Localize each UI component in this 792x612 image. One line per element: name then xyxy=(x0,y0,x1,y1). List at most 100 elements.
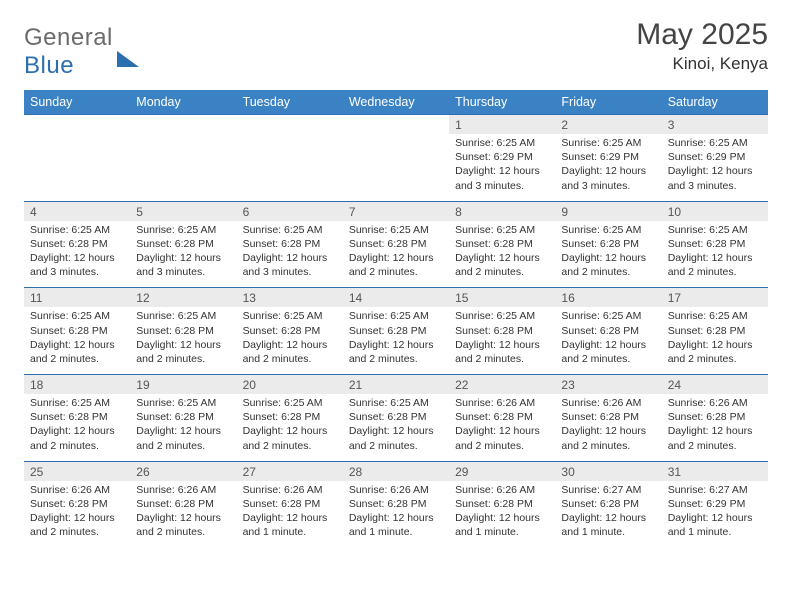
daylight-line: Daylight: 12 hours and 1 minute. xyxy=(561,512,646,538)
sunset-line: Sunset: 6:29 PM xyxy=(668,498,746,510)
sunrise-line: Sunrise: 6:25 AM xyxy=(136,397,216,409)
day-details-cell: Sunrise: 6:25 AMSunset: 6:28 PMDaylight:… xyxy=(343,394,449,461)
day-details-cell: Sunrise: 6:25 AMSunset: 6:29 PMDaylight:… xyxy=(662,134,768,201)
sunset-line: Sunset: 6:28 PM xyxy=(243,325,321,337)
calendar-page: General Blue May 2025 Kinoi, Kenya Sunda… xyxy=(0,0,792,547)
sunset-line: Sunset: 6:28 PM xyxy=(349,411,427,423)
day-details-cell: Sunrise: 6:25 AMSunset: 6:28 PMDaylight:… xyxy=(24,307,130,374)
day-number-cell xyxy=(343,115,449,135)
day-number-cell: 22 xyxy=(449,375,555,395)
day-details-cell: Sunrise: 6:25 AMSunset: 6:28 PMDaylight:… xyxy=(130,221,236,288)
daylight-line: Daylight: 12 hours and 3 minutes. xyxy=(30,252,115,278)
day-number-cell: 16 xyxy=(555,288,661,308)
daynum-row: 123 xyxy=(24,115,768,135)
details-row: Sunrise: 6:25 AM Sunset: 6:29 PM Daylight:… xyxy=(24,134,768,201)
day-details-cell xyxy=(237,134,343,201)
sunset-line: Sunset: 6:29 PM xyxy=(668,151,746,163)
day-number-cell: 12 xyxy=(130,288,236,308)
day-header-cell: Thursday xyxy=(449,90,555,115)
daylight-line: Daylight: 12 hours and 2 minutes. xyxy=(136,512,221,538)
sunrise-line: Sunrise: 6:26 AM xyxy=(349,484,429,496)
day-details-cell: Sunrise: 6:25 AMSunset: 6:28 PMDaylight:… xyxy=(662,221,768,288)
details-row: Sunrise: 6:25 AM Sunset: 6:28 PM Daylight:… xyxy=(24,221,768,288)
sunset-line: Sunset: 6:28 PM xyxy=(243,498,321,510)
daylight-line: Daylight: 12 hours and 2 minutes. xyxy=(668,339,753,365)
sunrise-line: Sunrise: 6:25 AM xyxy=(668,137,748,149)
day-number-cell: 3 xyxy=(662,115,768,135)
sunrise-line: Sunrise: 6:26 AM xyxy=(455,397,535,409)
day-header-cell: Sunday xyxy=(24,90,130,115)
day-header-row: SundayMondayTuesdayWednesdayThursdayFrid… xyxy=(24,90,768,115)
day-details-cell: Sunrise: 6:25 AMSunset: 6:28 PMDaylight:… xyxy=(449,307,555,374)
day-details-cell: Sunrise: 6:25 AMSunset: 6:28 PMDaylight:… xyxy=(343,221,449,288)
day-details-cell xyxy=(24,134,130,201)
sunset-line: Sunset: 6:28 PM xyxy=(455,498,533,510)
day-details-cell: Sunrise: 6:26 AMSunset: 6:28 PMDaylight:… xyxy=(343,481,449,548)
day-number-cell: 4 xyxy=(24,201,130,221)
day-number-cell: 29 xyxy=(449,461,555,481)
daylight-line: Daylight: 12 hours and 2 minutes. xyxy=(455,339,540,365)
logo-part1: General xyxy=(24,24,113,51)
sunrise-line: Sunrise: 6:25 AM xyxy=(349,397,429,409)
sunset-line: Sunset: 6:28 PM xyxy=(30,325,108,337)
sunset-line: Sunset: 6:28 PM xyxy=(561,325,639,337)
details-row: Sunrise: 6:25 AMSunset: 6:28 PMDaylight:… xyxy=(24,394,768,461)
sunset-line: Sunset: 6:28 PM xyxy=(243,238,321,250)
sunset-line: Sunset: 6:28 PM xyxy=(136,498,214,510)
month-title: May 2025 xyxy=(636,18,768,52)
sunset-line: Sunset: 6:28 PM xyxy=(561,238,639,250)
sunset-line: Sunset: 6:28 PM xyxy=(561,498,639,510)
daylight-line: Daylight: 12 hours and 1 minute. xyxy=(243,512,328,538)
day-header-cell: Tuesday xyxy=(237,90,343,115)
day-number-cell: 15 xyxy=(449,288,555,308)
day-number-cell: 20 xyxy=(237,375,343,395)
sunset-line: Sunset: 6:28 PM xyxy=(455,238,533,250)
day-details-cell: Sunrise: 6:25 AM Sunset: 6:29 PM Daylight:… xyxy=(555,134,661,201)
sunset-line: Sunset: 6:28 PM xyxy=(349,498,427,510)
sunset-line: Sunset: 6:29 PM xyxy=(561,151,639,163)
day-number-cell: 21 xyxy=(343,375,449,395)
day-number-cell: 26 xyxy=(130,461,236,481)
sunset-line: Sunset: 6:29 PM xyxy=(455,151,533,163)
day-number-cell: 13 xyxy=(237,288,343,308)
sunset-line: Sunset: 6:28 PM xyxy=(243,411,321,423)
sunrise-line: Sunrise: 6:25 AM xyxy=(561,310,641,322)
day-number-cell: 28 xyxy=(343,461,449,481)
location-label: Kinoi, Kenya xyxy=(636,54,768,74)
sunrise-line: Sunrise: 6:26 AM xyxy=(30,484,110,496)
sunrise-line: Sunrise: 6:27 AM xyxy=(668,484,748,496)
day-details-cell: Sunrise: 6:25 AMSunset: 6:28 PMDaylight:… xyxy=(237,221,343,288)
day-number-cell: 8 xyxy=(449,201,555,221)
day-number-cell: 19 xyxy=(130,375,236,395)
sunset-line: Sunset: 6:28 PM xyxy=(30,498,108,510)
day-details-cell: Sunrise: 6:25 AMSunset: 6:28 PMDaylight:… xyxy=(130,307,236,374)
sunrise-line: Sunrise: 6:26 AM xyxy=(455,484,535,496)
daylight-line: Daylight: 12 hours and 3 minutes. xyxy=(243,252,328,278)
daylight-line: Daylight: 12 hours and 2 minutes. xyxy=(561,252,646,278)
sunrise-line: Sunrise: 6:26 AM xyxy=(136,484,216,496)
logo-part2: Blue xyxy=(24,52,74,79)
day-details-cell: Sunrise: 6:26 AMSunset: 6:28 PMDaylight:… xyxy=(449,394,555,461)
sunset-line: Sunset: 6:28 PM xyxy=(668,238,746,250)
day-header-cell: Wednesday xyxy=(343,90,449,115)
day-header-cell: Saturday xyxy=(662,90,768,115)
day-details-cell: Sunrise: 6:27 AMSunset: 6:28 PMDaylight:… xyxy=(555,481,661,548)
day-details-cell: Sunrise: 6:26 AMSunset: 6:28 PMDaylight:… xyxy=(662,394,768,461)
day-details-cell: Sunrise: 6:25 AMSunset: 6:28 PMDaylight:… xyxy=(24,221,130,288)
day-number-cell: 6 xyxy=(237,201,343,221)
sunset-line: Sunset: 6:28 PM xyxy=(561,411,639,423)
daylight-line: Daylight: 12 hours and 3 minutes. xyxy=(455,165,540,191)
daylight-line: Daylight: 12 hours and 3 minutes. xyxy=(561,165,646,191)
sunset-line: Sunset: 6:28 PM xyxy=(349,238,427,250)
sunrise-line: Sunrise: 6:25 AM xyxy=(455,310,535,322)
sunrise-line: Sunrise: 6:25 AM xyxy=(561,137,641,149)
day-number-cell: 14 xyxy=(343,288,449,308)
sunrise-line: Sunrise: 6:25 AM xyxy=(668,310,748,322)
daylight-line: Daylight: 12 hours and 2 minutes. xyxy=(455,252,540,278)
details-row: Sunrise: 6:26 AM Sunset: 6:28 PM Daylight:… xyxy=(24,481,768,548)
day-number-cell: 24 xyxy=(662,375,768,395)
day-details-cell: Sunrise: 6:26 AMSunset: 6:28 PMDaylight:… xyxy=(24,481,130,548)
sunrise-line: Sunrise: 6:25 AM xyxy=(136,224,216,236)
day-number-cell: 10 xyxy=(662,201,768,221)
daylight-line: Daylight: 12 hours and 2 minutes. xyxy=(349,252,434,278)
